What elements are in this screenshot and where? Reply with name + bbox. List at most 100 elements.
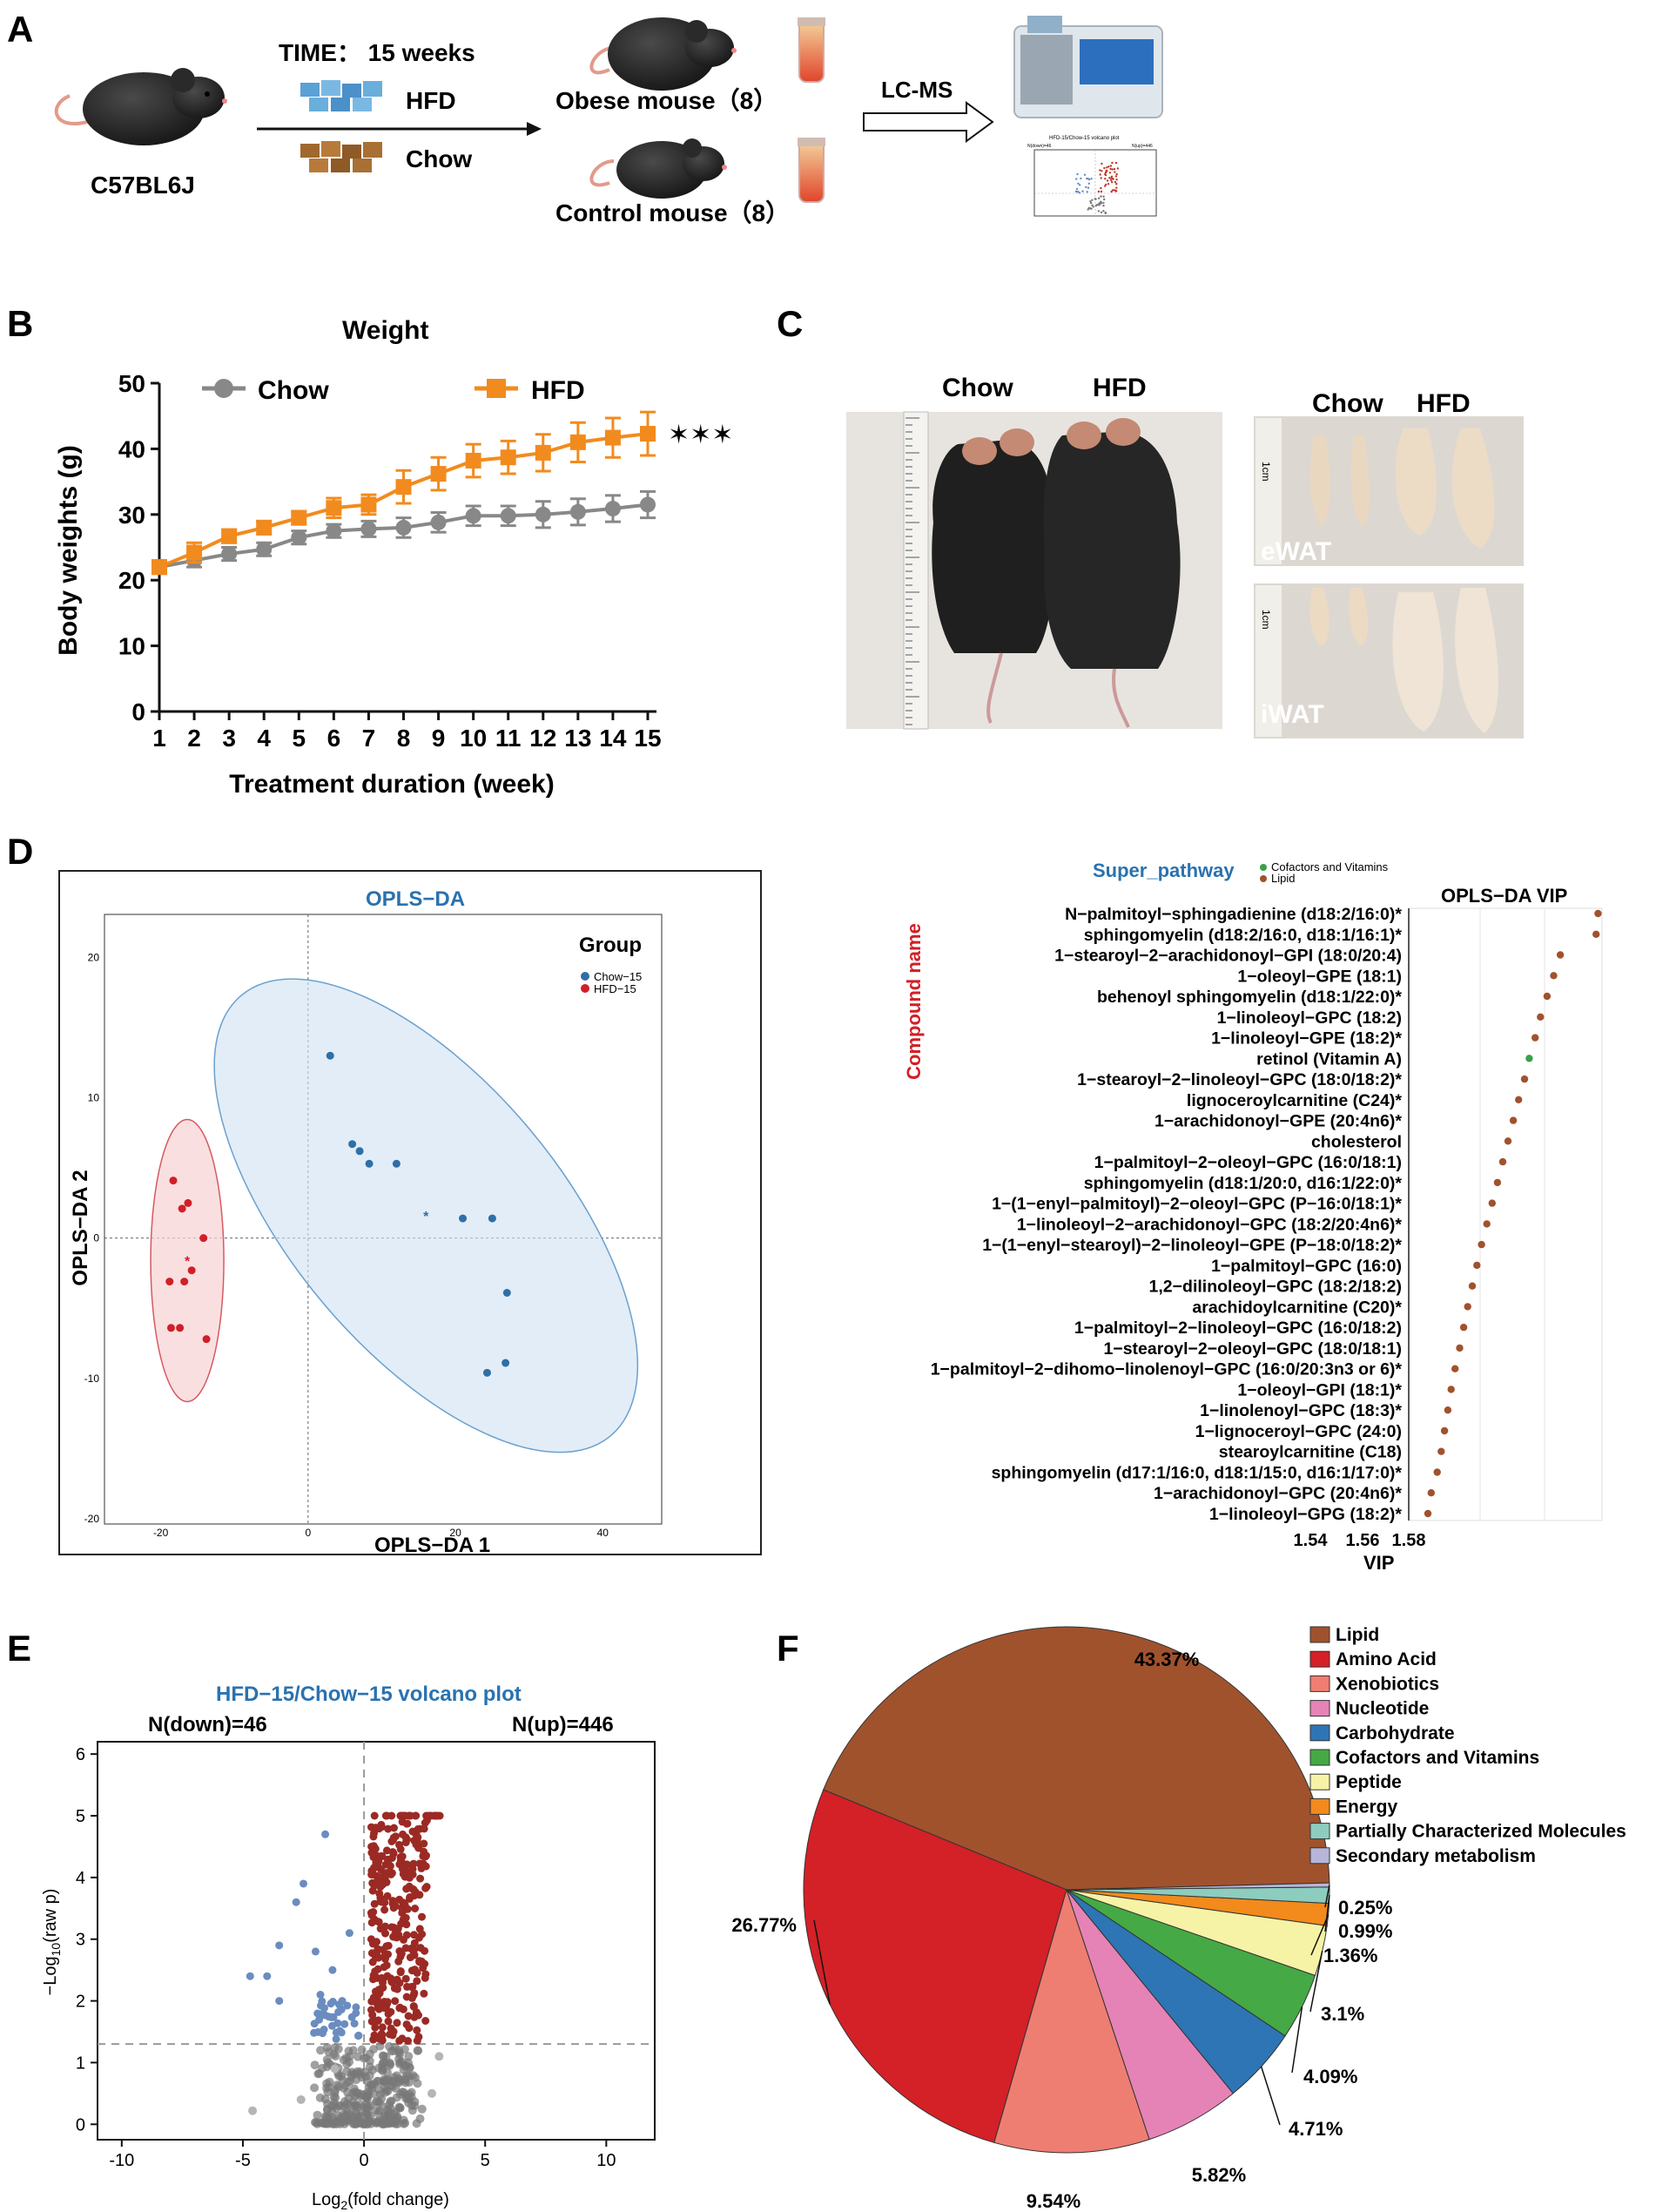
chow-pellets <box>300 141 382 172</box>
volcano-point-ns <box>341 2054 351 2062</box>
fat-chow-label: Chow <box>1312 389 1383 418</box>
volcano-point-ns <box>369 2045 379 2054</box>
volcano-point-up <box>391 1902 400 1911</box>
mini-dot <box>1111 161 1114 165</box>
mouse-control <box>589 138 727 199</box>
vip-point <box>1478 1240 1485 1249</box>
volcano-xtick-label: -10 <box>109 2151 134 2170</box>
volcano-point-down <box>328 1966 337 1974</box>
volcano-point-ns <box>391 2084 401 2093</box>
volcano-point-down <box>328 1998 337 2006</box>
volcano-point-up <box>378 1852 387 1861</box>
vip-xtick-label: 1.54 <box>1294 1531 1329 1550</box>
vip-compound-label: sphingomyelin (d18:1/20:0, d16:1/22:0)* <box>1084 1174 1403 1193</box>
mini-dot <box>1077 182 1080 185</box>
volcano-xtick-label: 0 <box>360 2151 369 2170</box>
mini-dot <box>1113 168 1116 171</box>
opls-point-chow <box>392 1159 401 1168</box>
volcano-point-down <box>332 2034 340 2043</box>
mini-dot <box>1101 170 1103 172</box>
volcano-point-ns <box>248 2106 258 2115</box>
mini-dot <box>1081 190 1084 192</box>
opls-ytick-label: -10 <box>84 1372 100 1385</box>
volcano-point-up <box>372 1858 380 1867</box>
volcano-point-up <box>401 1905 410 1913</box>
hfd-label: HFD <box>406 87 456 114</box>
volcano-point-up <box>419 1859 427 1868</box>
volcano-point-ns <box>316 2046 326 2055</box>
mini-dot <box>1110 181 1114 184</box>
weight-point-hfd <box>640 426 656 442</box>
panel-label-c: C <box>777 303 803 344</box>
pie-leader <box>1291 2006 1303 2074</box>
pie-legend-label: Carbohydrate <box>1336 1723 1455 1743</box>
vip-compound-label: arachidoylcarnitine (C20)* <box>1192 1298 1402 1317</box>
mini-dot <box>1115 186 1118 189</box>
weight-xtick-label: 8 <box>397 725 411 752</box>
volcano-point-up <box>421 1946 429 1955</box>
lcms-instrument-icon <box>1013 16 1163 118</box>
volcano-title: HFD−15/Chow−15 volcano plot <box>216 1683 522 1706</box>
obese-label: Obese mouse（8） <box>555 86 778 114</box>
pie-slice <box>993 1888 1150 2154</box>
vip-point <box>1498 1157 1507 1166</box>
lcms-label: LC-MS <box>881 77 953 103</box>
volcano-point-up <box>387 1838 396 1845</box>
pie-value-label: 0.99% <box>1338 1920 1392 1942</box>
pie-legend-swatch <box>1309 1749 1330 1766</box>
volcano-point-up <box>396 1853 405 1861</box>
opls-point-hfd <box>184 1198 192 1207</box>
volcano-point-ns <box>358 2090 367 2100</box>
vip-point <box>1424 1509 1432 1518</box>
panel-label-f: F <box>777 1628 799 1669</box>
vip-panel-bg <box>1408 907 1603 1521</box>
volcano-ytick-label: 6 <box>76 1745 85 1764</box>
opls-point-hfd <box>202 1335 211 1344</box>
volcano-ytick-label: 0 <box>76 2115 85 2134</box>
volcano-point-up <box>393 2019 401 2027</box>
photo-hfd-label: HFD <box>1093 374 1147 402</box>
svg-text:N(up)=446: N(up)=446 <box>1132 144 1153 149</box>
weight-ylabel: Body weights (g) <box>54 445 83 656</box>
opls-ytick-label: 10 <box>88 1092 100 1104</box>
significance-stars: ✶✶✶ <box>668 421 733 449</box>
pie-slice <box>823 1626 1330 1891</box>
volcano-point-up <box>404 2012 413 2020</box>
pie-legend-swatch <box>1309 1626 1330 1643</box>
volcano-point-ns <box>393 2112 402 2121</box>
volcano-point-down <box>275 1997 284 2006</box>
vip-compound-label: 1−stearoyl−2−linoleoyl−GPC (18:0/18:2)* <box>1077 1070 1402 1089</box>
volcano-xtick-label: -5 <box>235 2151 251 2170</box>
volcano-point-ns <box>322 2079 332 2088</box>
volcano-point-ns <box>387 2077 397 2087</box>
pie-legend-swatch <box>1309 1650 1330 1668</box>
volcano-point-ns <box>323 2087 333 2097</box>
weight-xtick-label: 6 <box>327 725 341 752</box>
volcano-point-up <box>370 2031 379 2040</box>
volcano-point-down <box>321 1830 330 1838</box>
weight-xtick-label: 10 <box>460 725 487 752</box>
mini-dot <box>1075 190 1078 192</box>
vip-point <box>1520 1075 1529 1083</box>
pie-value-label: 4.09% <box>1303 2066 1357 2087</box>
mini-dot <box>1100 190 1103 193</box>
mini-dot <box>1089 207 1092 210</box>
vip-compound-label: 1−linoleoyl−GPG (18:2)* <box>1209 1505 1402 1524</box>
vip-compound-label: 1−stearoyl−2−arachidonoyl−GPI (18:0/20:4… <box>1054 947 1402 966</box>
mini-dot <box>1102 205 1105 207</box>
volcano-point-ns <box>361 2100 371 2109</box>
weight-point-chow <box>465 508 481 524</box>
volcano-point-up <box>401 1974 410 1983</box>
opls-point-hfd <box>176 1324 185 1332</box>
volcano-point-up <box>396 1952 405 1961</box>
mini-dot <box>1086 191 1088 193</box>
svg-text:1cm: 1cm <box>1260 610 1272 630</box>
mini-dot <box>1100 195 1102 198</box>
volcano-point-down <box>340 2020 349 2028</box>
mini-dot <box>1101 162 1103 165</box>
vip-compound-label: N−palmitoyl−sphingadienine (d18:2/16:0)* <box>1065 905 1402 924</box>
mini-dot <box>1114 171 1116 173</box>
volcano-point-up <box>384 2010 393 2019</box>
volcano-point-ns <box>395 2103 405 2113</box>
volcano-point-up <box>407 1945 415 1952</box>
